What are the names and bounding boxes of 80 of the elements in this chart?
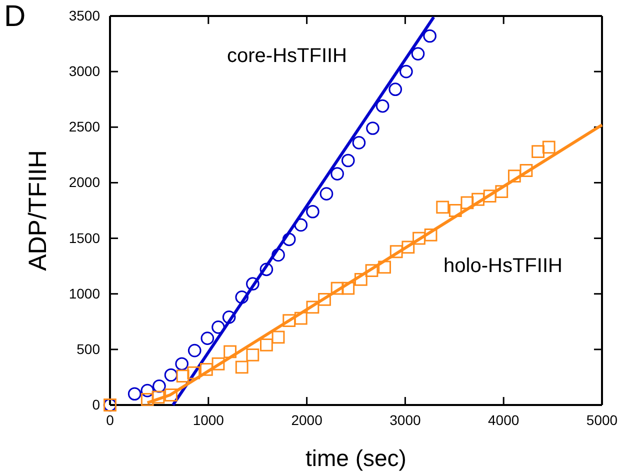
point — [352, 136, 366, 150]
y-tick-label: 2500 — [68, 118, 100, 135]
point — [376, 99, 390, 113]
point — [282, 232, 296, 246]
point — [294, 218, 308, 232]
x-tick-label: 4000 — [488, 412, 520, 428]
point — [212, 320, 225, 334]
point — [341, 154, 355, 168]
x-tick-label: 0 — [106, 412, 114, 428]
y-tick-label: 3000 — [68, 63, 100, 80]
annotation: holo-HsTFIIH — [444, 255, 562, 277]
point — [424, 228, 438, 242]
point — [282, 314, 296, 327]
point — [200, 332, 214, 345]
point — [483, 190, 496, 202]
point — [235, 360, 248, 374]
point — [354, 272, 368, 286]
point — [235, 290, 249, 304]
point — [342, 282, 355, 295]
point — [366, 122, 380, 135]
point — [152, 390, 165, 404]
point — [390, 245, 403, 258]
point — [472, 192, 484, 206]
point — [318, 292, 331, 306]
point — [140, 392, 154, 406]
point — [365, 264, 378, 277]
point — [246, 277, 260, 291]
point — [532, 145, 544, 158]
point — [188, 344, 202, 358]
point — [330, 167, 344, 180]
point — [164, 368, 178, 382]
point — [187, 366, 200, 380]
point — [402, 240, 415, 254]
y-tick-label: 500 — [76, 340, 100, 357]
point — [378, 260, 391, 274]
point — [520, 164, 533, 177]
point — [412, 232, 426, 245]
y-tick-label: 1000 — [68, 285, 100, 302]
point — [224, 345, 236, 358]
point — [294, 312, 308, 325]
y-tick-label: 0 — [92, 396, 100, 412]
point — [495, 185, 508, 198]
point — [128, 387, 142, 401]
point — [200, 362, 213, 376]
point — [175, 357, 188, 371]
point — [306, 204, 320, 218]
point — [272, 248, 285, 262]
x-tick-label: 5000 — [586, 412, 618, 428]
y-tick-label: 1500 — [68, 230, 100, 246]
x-tick-label: 3000 — [390, 412, 421, 428]
point — [152, 379, 166, 393]
point — [330, 282, 344, 295]
point — [423, 29, 436, 43]
x-tick-label: 1000 — [192, 412, 224, 428]
point — [411, 47, 425, 60]
point — [222, 310, 236, 324]
point — [508, 170, 521, 182]
point — [212, 357, 225, 370]
text: D — [4, 0, 26, 33]
point — [388, 82, 402, 96]
point — [140, 384, 154, 398]
annotation: core-HsTFIIH — [227, 45, 347, 67]
point — [260, 262, 274, 276]
point — [272, 330, 285, 344]
y-tick-label: 2000 — [68, 174, 100, 190]
x-axis-title: time (sec) — [306, 445, 406, 471]
point — [176, 370, 190, 383]
x-tick-label: 2000 — [291, 412, 323, 428]
y-tick-label: 3500 — [68, 7, 100, 24]
point — [400, 64, 413, 78]
point — [542, 140, 556, 154]
y-axis-title: ADP/TFIIH — [24, 150, 52, 271]
point — [448, 204, 462, 217]
point — [164, 388, 178, 402]
point — [460, 196, 474, 210]
point — [436, 200, 450, 214]
point — [306, 300, 320, 314]
point — [320, 187, 334, 200]
point — [260, 338, 273, 352]
point — [246, 348, 260, 362]
